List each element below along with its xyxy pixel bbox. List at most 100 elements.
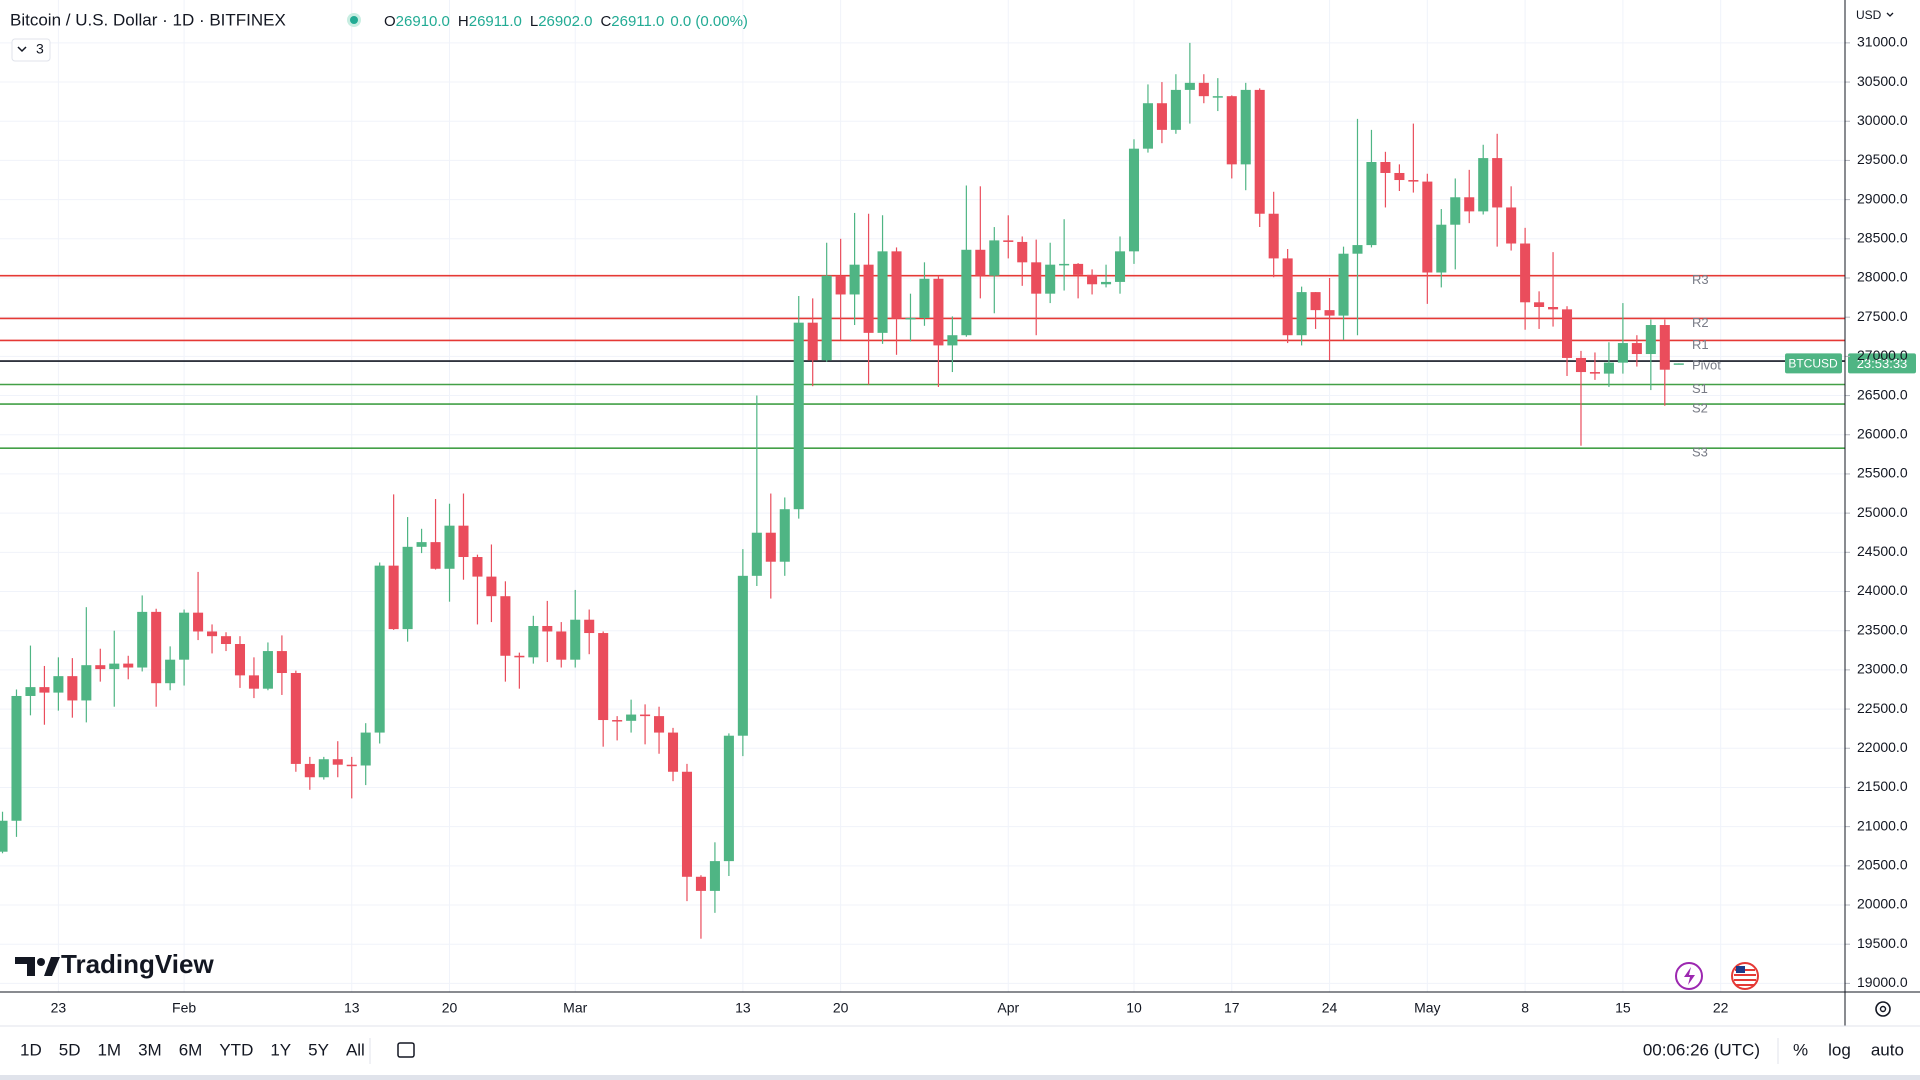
candle-body [737, 575, 748, 736]
market-status-dot[interactable] [350, 16, 358, 24]
range-button[interactable]: 1M [97, 1040, 121, 1059]
candle-body [1017, 241, 1028, 263]
candle-body [570, 619, 581, 660]
candle-body [1240, 89, 1251, 165]
candle-body [989, 240, 1000, 276]
countdown: 23:53:33 [1857, 356, 1908, 371]
candle-body [1436, 224, 1447, 273]
candle-body [1045, 264, 1056, 294]
y-tick-label: 27500.0 [1857, 308, 1908, 324]
scale-option[interactable]: % [1793, 1040, 1808, 1059]
clock[interactable]: 00:06:26 (UTC) [1643, 1040, 1760, 1059]
candle-body [1142, 103, 1153, 149]
candle-body [709, 861, 720, 891]
x-tick-label: 17 [1224, 1000, 1240, 1016]
candle-body [1548, 306, 1559, 310]
settings-icon[interactable] [1875, 1001, 1891, 1017]
candle-body [1561, 309, 1573, 358]
candle-body [1617, 343, 1628, 363]
candle-body [1101, 281, 1112, 285]
scale-option[interactable]: log [1828, 1040, 1851, 1059]
range-button[interactable]: 1Y [270, 1040, 291, 1059]
candle-body [1156, 103, 1167, 130]
x-tick-label: 8 [1521, 1000, 1529, 1016]
ohlc-value: 26910.0 [396, 13, 450, 30]
logo-mark [44, 957, 60, 976]
candle-body [179, 612, 190, 660]
x-tick-label: 13 [344, 1000, 360, 1016]
candle-body [1114, 251, 1126, 282]
x-tick-label: 15 [1615, 1000, 1631, 1016]
y-tick-label: 23500.0 [1857, 621, 1908, 637]
y-tick-label: 26000.0 [1857, 425, 1908, 441]
candle-body [528, 625, 539, 658]
candle-body [388, 565, 399, 630]
y-tick-label: 22500.0 [1857, 700, 1908, 716]
candle-body [919, 278, 930, 318]
candle-body [542, 625, 553, 632]
range-button[interactable]: 6M [179, 1040, 203, 1059]
scale-option[interactable]: auto [1871, 1040, 1904, 1059]
grid [0, 0, 1845, 992]
candle-body [891, 251, 902, 319]
range-button[interactable]: YTD [219, 1040, 253, 1059]
candle-body [234, 644, 246, 676]
candle-body [1310, 292, 1321, 311]
candle-body [779, 509, 790, 562]
range-button[interactable]: 5Y [308, 1040, 329, 1059]
y-tick-label: 21500.0 [1857, 778, 1908, 794]
pivot-label: R2 [1692, 315, 1709, 330]
candle-body [654, 716, 665, 733]
candle-body [458, 525, 469, 558]
candle-body [723, 735, 734, 862]
candle-body [53, 676, 64, 693]
ohlc-value: 26902.0 [538, 13, 592, 30]
symbol-title[interactable]: Bitcoin / U.S. Dollar · 1D · BITFINEX [10, 10, 286, 29]
range-button[interactable]: 3M [138, 1040, 162, 1059]
candle-body [486, 576, 497, 597]
candles: BTCUSD 23:53:33 [0, 42, 1916, 939]
candle-body [290, 673, 301, 764]
price-tag [1848, 353, 1916, 374]
currency-label[interactable]: USD [1856, 8, 1882, 22]
candle-body [877, 251, 888, 333]
candle-body [1268, 213, 1279, 259]
candle-body [1394, 172, 1405, 181]
candle-body [1366, 162, 1377, 246]
x-tick-label: Apr [997, 1000, 1019, 1016]
price-axis: 19000.0 19500.0 20000.0 20500.0 21000.0 21500… [1844, 0, 1908, 1026]
pivot-label: S1 [1692, 381, 1708, 396]
candle-body [1226, 96, 1237, 165]
candle-body [765, 532, 776, 562]
y-tick-label: 30500.0 [1857, 73, 1908, 89]
candle-body [793, 322, 804, 510]
x-tick-label: Feb [172, 1000, 196, 1016]
candle-body [849, 264, 860, 295]
range-button[interactable]: All [346, 1040, 365, 1059]
candle-body [262, 651, 273, 689]
candle-body [933, 278, 944, 346]
candle-body [1534, 302, 1545, 307]
y-tick-label: 26500.0 [1857, 386, 1908, 402]
candle-body [416, 542, 427, 547]
pivot-label: S2 [1692, 401, 1708, 416]
indicator-toggle[interactable] [11, 38, 51, 62]
candle-body [332, 759, 343, 765]
candle-body [961, 249, 972, 336]
candle-body [220, 636, 232, 645]
y-tick-label: 23000.0 [1857, 661, 1908, 677]
logo-text: TradingView [61, 949, 214, 979]
range-button[interactable]: 5D [59, 1040, 81, 1059]
candle-body [95, 665, 106, 670]
x-tick-label: 22 [1713, 1000, 1729, 1016]
candle-body [500, 596, 511, 656]
candle-body [1324, 310, 1335, 316]
ohlc-value: 26911.0 [611, 13, 664, 30]
candle-body [1631, 343, 1642, 355]
range-button[interactable]: 1D [20, 1040, 42, 1059]
date-range-icon[interactable] [397, 1042, 415, 1058]
y-tick-label: 28500.0 [1857, 230, 1908, 246]
y-tick-label: 28000.0 [1857, 269, 1908, 285]
candle-body [123, 663, 134, 668]
